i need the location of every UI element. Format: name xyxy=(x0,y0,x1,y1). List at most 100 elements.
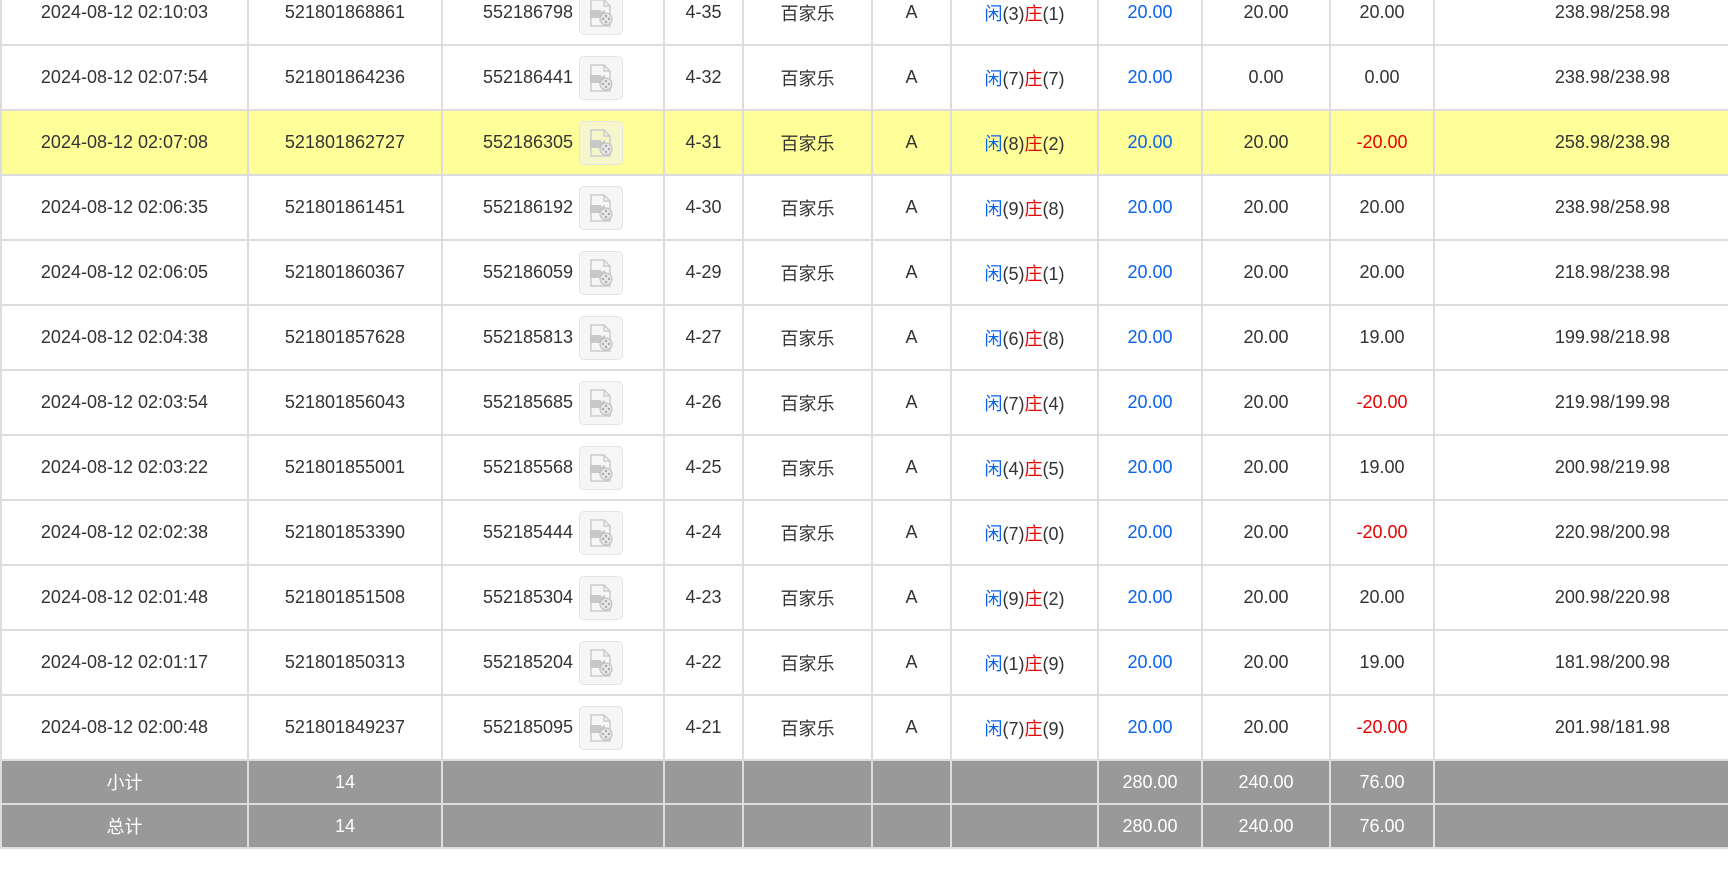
bet-time: 2024-08-12 02:01:48 xyxy=(0,564,249,631)
bet-amount: 20.00 xyxy=(1097,629,1203,696)
player-label: 闲 xyxy=(984,718,1003,739)
banker-score: (1) xyxy=(1042,3,1065,24)
video-replay-icon[interactable] xyxy=(579,510,624,555)
player-score: (9) xyxy=(1002,198,1025,219)
banker-label: 庄 xyxy=(1024,198,1043,219)
table-row: 2024-08-12 02:02:38 521801853390 5521854… xyxy=(0,499,1728,566)
banker-score: (2) xyxy=(1042,133,1065,154)
game-name: 百家乐 xyxy=(742,304,873,371)
player-score: (4) xyxy=(1002,458,1025,479)
win-loss: 19.00 xyxy=(1329,629,1435,696)
video-replay-icon[interactable] xyxy=(579,445,624,490)
table-row: 2024-08-12 02:03:54 521801856043 5521856… xyxy=(0,369,1728,436)
order-number: 521801850313 xyxy=(247,629,443,696)
bet-number: 552185204 xyxy=(482,652,574,672)
subtotal-bet-amount: 280.00 xyxy=(1097,759,1203,805)
player-score: (6) xyxy=(1002,328,1025,349)
room: A xyxy=(871,44,952,111)
total-win: 76.00 xyxy=(1329,803,1435,849)
video-replay-icon[interactable] xyxy=(579,185,624,230)
balance: 238.98/238.98 xyxy=(1433,44,1728,111)
bet-amount: 20.00 xyxy=(1097,564,1203,631)
order-number: 521801862727 xyxy=(247,109,443,176)
room: A xyxy=(871,304,952,371)
order-number: 521801849237 xyxy=(247,694,443,761)
order-number: 521801855001 xyxy=(247,434,443,501)
video-replay-icon[interactable] xyxy=(579,315,624,360)
bet-time: 2024-08-12 02:10:03 xyxy=(0,0,249,46)
player-label: 闲 xyxy=(984,393,1003,414)
table-row: 2024-08-12 02:06:35 521801861451 5521861… xyxy=(0,174,1728,241)
subtotal-label: 小计 xyxy=(0,759,249,805)
room: A xyxy=(871,564,952,631)
bet-number: 552185813 xyxy=(482,327,574,347)
bet-number-cell: 552186192 xyxy=(441,174,665,241)
bet-amount: 20.00 xyxy=(1097,694,1203,761)
balance: 220.98/200.98 xyxy=(1433,499,1728,566)
bet-number: 552185304 xyxy=(482,587,574,607)
bet-number: 552185444 xyxy=(482,522,574,542)
order-number: 521801868861 xyxy=(247,0,443,46)
player-score: (3) xyxy=(1002,3,1025,24)
room: A xyxy=(871,109,952,176)
order-number: 521801851508 xyxy=(247,564,443,631)
banker-score: (8) xyxy=(1042,198,1065,219)
order-number: 521801864236 xyxy=(247,44,443,111)
total-valid: 240.00 xyxy=(1201,803,1331,849)
banker-label: 庄 xyxy=(1024,263,1043,284)
bet-number-cell: 552186059 xyxy=(441,239,665,306)
order-number: 521801857628 xyxy=(247,304,443,371)
bet-amount: 20.00 xyxy=(1097,434,1203,501)
room: A xyxy=(871,0,952,46)
subtotal-valid: 240.00 xyxy=(1201,759,1331,805)
video-replay-icon[interactable] xyxy=(579,380,624,425)
player-label: 闲 xyxy=(984,458,1003,479)
banker-label: 庄 xyxy=(1024,3,1043,24)
banker-label: 庄 xyxy=(1024,393,1043,414)
valid-bet: 20.00 xyxy=(1201,499,1331,566)
order-number: 521801856043 xyxy=(247,369,443,436)
player-score: (7) xyxy=(1002,718,1025,739)
video-replay-icon[interactable] xyxy=(579,250,624,295)
result: 闲(4)庄(5) xyxy=(950,434,1099,501)
banker-label: 庄 xyxy=(1024,328,1043,349)
valid-bet: 20.00 xyxy=(1201,564,1331,631)
table-number: 4-25 xyxy=(663,434,744,501)
win-loss: 20.00 xyxy=(1329,564,1435,631)
video-replay-icon[interactable] xyxy=(579,705,624,750)
player-score: (7) xyxy=(1002,68,1025,89)
player-label: 闲 xyxy=(984,523,1003,544)
win-loss: 19.00 xyxy=(1329,304,1435,371)
player-score: (1) xyxy=(1002,653,1025,674)
bet-number: 552185095 xyxy=(482,717,574,737)
bet-amount: 20.00 xyxy=(1097,239,1203,306)
video-replay-icon[interactable] xyxy=(579,575,624,620)
result: 闲(5)庄(1) xyxy=(950,239,1099,306)
video-replay-icon[interactable] xyxy=(579,640,624,685)
bet-number: 552186441 xyxy=(482,67,574,87)
game-name: 百家乐 xyxy=(742,434,873,501)
video-replay-icon[interactable] xyxy=(579,120,624,165)
table-number: 4-31 xyxy=(663,109,744,176)
bet-number-cell: 552185204 xyxy=(441,629,665,696)
bet-amount: 20.00 xyxy=(1097,369,1203,436)
player-label: 闲 xyxy=(984,3,1003,24)
banker-score: (9) xyxy=(1042,653,1065,674)
video-replay-icon[interactable] xyxy=(579,0,624,35)
banker-label: 庄 xyxy=(1024,68,1043,89)
game-name: 百家乐 xyxy=(742,109,873,176)
video-replay-icon[interactable] xyxy=(579,55,624,100)
balance: 218.98/238.98 xyxy=(1433,239,1728,306)
valid-bet: 20.00 xyxy=(1201,434,1331,501)
player-label: 闲 xyxy=(984,133,1003,154)
valid-bet: 20.00 xyxy=(1201,369,1331,436)
player-label: 闲 xyxy=(984,68,1003,89)
result: 闲(7)庄(9) xyxy=(950,694,1099,761)
player-label: 闲 xyxy=(984,263,1003,284)
banker-label: 庄 xyxy=(1024,653,1043,674)
order-number: 521801853390 xyxy=(247,499,443,566)
banker-label: 庄 xyxy=(1024,458,1043,479)
order-number: 521801860367 xyxy=(247,239,443,306)
subtotal-row: 小计 14 280.00 240.00 76.00 xyxy=(0,759,1728,805)
result: 闲(9)庄(8) xyxy=(950,174,1099,241)
